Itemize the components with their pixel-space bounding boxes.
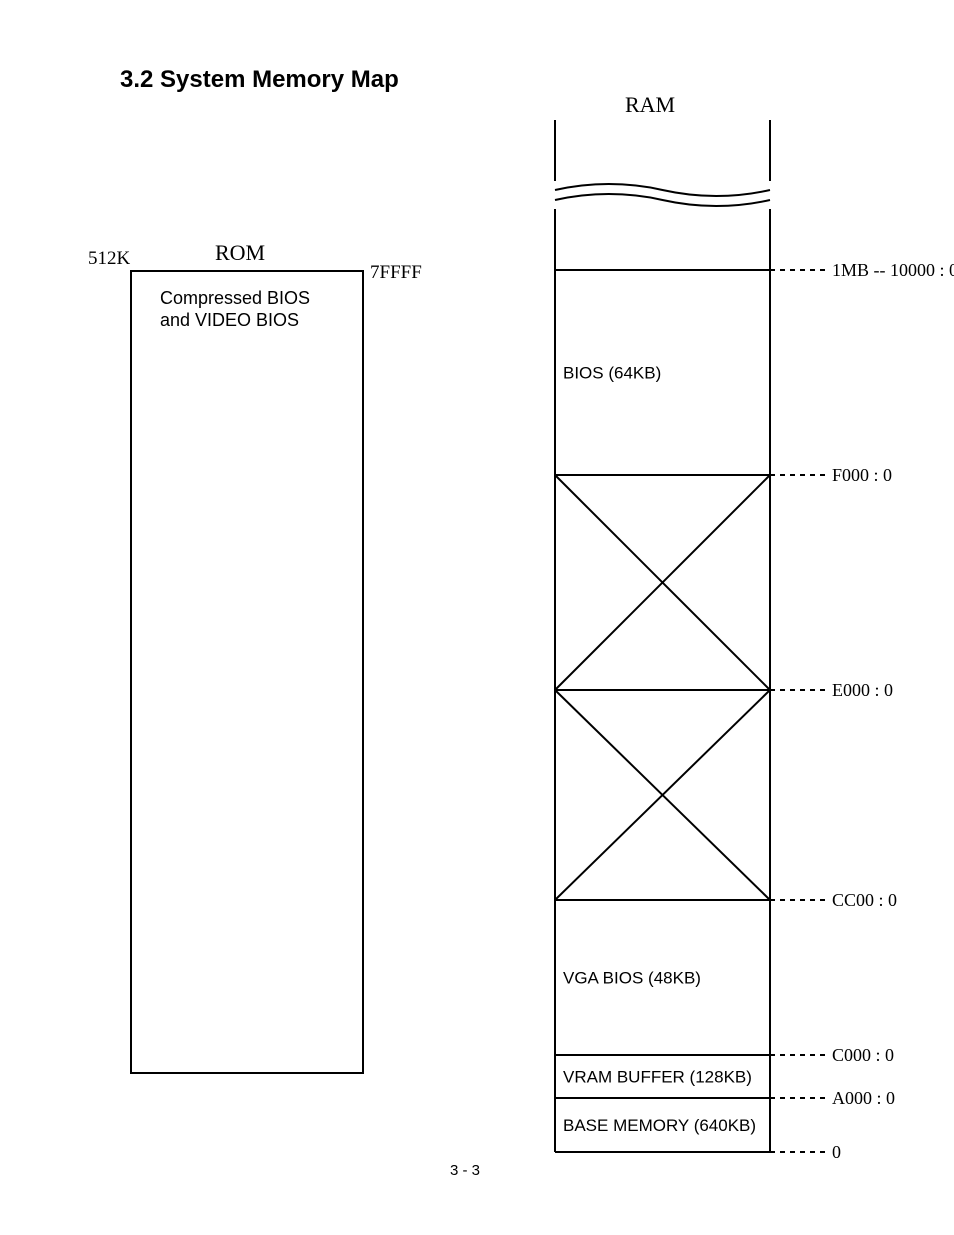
svg-text:VRAM BUFFER (128KB): VRAM BUFFER (128KB) bbox=[563, 1068, 752, 1087]
ram-diagram: BIOS (64KB) VGA BIOS (48KB) VRAM BUFFER (1… bbox=[0, 0, 954, 1235]
svg-text:CC00 : 0: CC00 : 0 bbox=[832, 890, 897, 910]
svg-text:A000 : 0: A000 : 0 bbox=[832, 1088, 895, 1108]
svg-text:BIOS (64KB): BIOS (64KB) bbox=[563, 364, 661, 383]
svg-text:E000 : 0: E000 : 0 bbox=[832, 680, 893, 700]
svg-text:F000 : 0: F000 : 0 bbox=[832, 465, 892, 485]
svg-text:BASE MEMORY (640KB): BASE MEMORY (640KB) bbox=[563, 1116, 756, 1135]
svg-text:1MB -- 10000 : 0: 1MB -- 10000 : 0 bbox=[832, 260, 954, 280]
svg-text:C000 : 0: C000 : 0 bbox=[832, 1045, 894, 1065]
svg-text:0: 0 bbox=[832, 1142, 841, 1162]
page-footer: 3 - 3 bbox=[450, 1162, 480, 1179]
svg-text:VGA BIOS (48KB): VGA BIOS (48KB) bbox=[563, 969, 701, 988]
